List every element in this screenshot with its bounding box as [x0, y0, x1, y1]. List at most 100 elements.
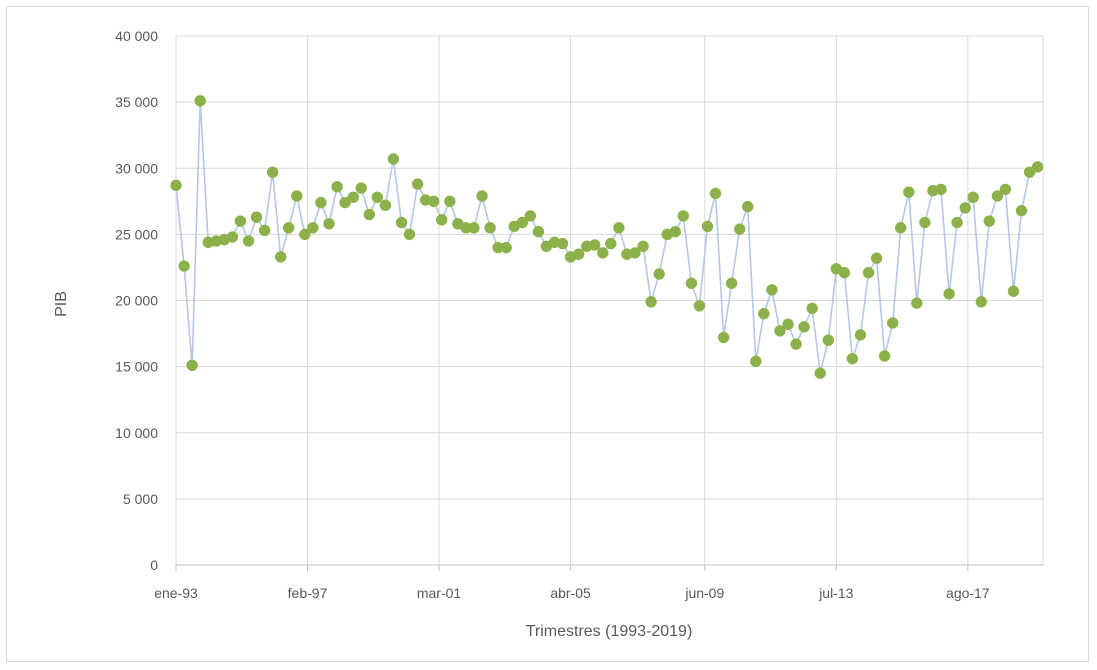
data-point: [266, 166, 279, 178]
y-tick-label: 20 000: [115, 293, 158, 309]
data-point: [411, 178, 424, 190]
x-axis-title: Trimestres (1993-2019): [526, 623, 693, 640]
x-tick-label: mar-01: [417, 585, 462, 601]
data-point: [838, 266, 851, 279]
data-point: [717, 331, 730, 344]
data-point: [693, 300, 706, 312]
data-point: [605, 237, 617, 250]
data-point: [919, 216, 931, 229]
data-point: [500, 241, 512, 254]
data-point: [427, 195, 440, 208]
data-point: [709, 187, 722, 200]
x-tick-label: jul-13: [818, 585, 853, 601]
data-point: [1023, 166, 1036, 178]
data-point: [935, 183, 947, 196]
data-point: [170, 179, 182, 192]
x-tick-labels: ene-93 feb-97 mar-01 abr-05 jun-09 jul-13 ago-…: [154, 585, 990, 601]
data-point: [363, 208, 376, 221]
data-point: [645, 296, 657, 308]
data-point: [741, 200, 754, 213]
data-point: [685, 277, 698, 290]
data-point: [822, 334, 835, 346]
data-point: [282, 222, 295, 234]
gridlines: [175, 35, 1044, 571]
data-point: [959, 202, 971, 214]
data-point: [846, 352, 859, 365]
data-point: [194, 95, 206, 107]
data-point: [862, 266, 875, 279]
data-point: [814, 367, 826, 379]
y-tick-label: 35 000: [115, 94, 158, 110]
data-point: [226, 231, 239, 243]
data-point: [677, 210, 690, 222]
data-point: [669, 225, 682, 238]
chart-frame: [6, 6, 1089, 662]
data-point: [323, 218, 335, 230]
data-point: [444, 195, 456, 208]
data-point: [975, 296, 988, 308]
data-point: [186, 359, 198, 372]
data-point: [234, 215, 247, 227]
data-point: [331, 181, 343, 193]
data-point: [750, 355, 762, 368]
data-point: [991, 190, 1004, 202]
x-tick-label: abr-05: [550, 585, 591, 601]
data-point: [870, 252, 883, 264]
data-point: [774, 325, 786, 337]
data-point: [1031, 161, 1044, 173]
data-point: [613, 222, 625, 234]
data-point: [597, 247, 609, 259]
data-point: [403, 228, 416, 241]
data-point: [758, 307, 770, 320]
y-tick-label: 10 000: [115, 425, 158, 441]
data-point: [524, 210, 537, 222]
data-point: [532, 225, 545, 238]
data-point: [999, 183, 1012, 196]
data-point: [629, 247, 641, 259]
y-tick-label: 25 000: [115, 226, 158, 242]
series-pib: [170, 95, 1044, 379]
data-point: [572, 248, 585, 260]
data-point: [178, 260, 190, 272]
data-point: [943, 288, 955, 300]
data-point: [484, 222, 496, 234]
data-point: [806, 302, 818, 315]
data-point: [274, 251, 287, 263]
data-point: [878, 350, 891, 362]
y-tick-label: 5 000: [123, 491, 158, 507]
data-point: [894, 222, 907, 234]
data-point: [653, 268, 665, 280]
data-point: [315, 196, 327, 209]
data-point: [725, 277, 738, 290]
data-point: [307, 222, 319, 234]
data-point: [911, 297, 923, 309]
data-point: [798, 321, 810, 333]
y-tick-label: 30 000: [115, 160, 158, 176]
data-point: [250, 211, 263, 223]
x-tick-label: feb-97: [288, 585, 328, 601]
data-point: [967, 191, 979, 204]
y-axis-title: PIB: [53, 291, 70, 317]
data-point: [766, 284, 778, 296]
x-tick-label: ene-93: [154, 585, 198, 601]
data-point: [339, 196, 351, 209]
data-point: [903, 186, 915, 198]
data-point: [854, 329, 867, 341]
x-tick-label: ago-17: [946, 585, 990, 601]
data-point: [1015, 204, 1028, 217]
data-point: [790, 338, 802, 350]
y-tick-label: 15 000: [115, 359, 158, 375]
data-point: [637, 240, 649, 253]
y-tick-label: 40 000: [115, 28, 158, 44]
data-point: [379, 199, 392, 212]
data-point: [299, 228, 311, 241]
data-point: [733, 223, 746, 235]
data-point: [291, 190, 303, 202]
data-point: [355, 182, 367, 194]
y-tick-label: 0: [150, 557, 158, 573]
data-point: [395, 216, 408, 229]
data-point: [387, 153, 400, 165]
data-point: [588, 239, 601, 251]
data-point: [983, 215, 996, 227]
